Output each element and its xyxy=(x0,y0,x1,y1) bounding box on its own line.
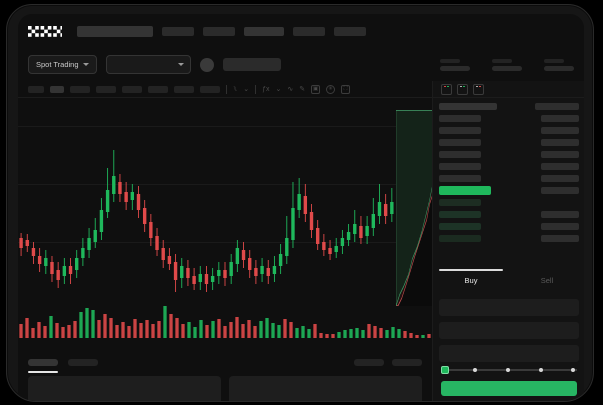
line-tool-icon[interactable]: ∿ xyxy=(287,85,294,93)
bottom-panel-right[interactable] xyxy=(229,376,422,401)
orderbook-bid-row[interactable] xyxy=(439,198,579,206)
top-navigation-bar xyxy=(18,14,584,48)
bottom-tabs xyxy=(18,351,432,373)
chevron-down-icon[interactable]: ⌄ xyxy=(243,85,250,93)
order-form xyxy=(433,293,584,368)
last-price-skeleton xyxy=(222,58,281,71)
settings-icon[interactable]: ✳ xyxy=(326,84,336,94)
orderbook-last-price xyxy=(439,185,579,195)
interval-2[interactable] xyxy=(50,85,64,93)
interval-1[interactable] xyxy=(28,85,44,93)
camera-icon[interactable]: ▣ xyxy=(311,84,321,94)
tab-open-orders[interactable] xyxy=(28,358,58,373)
slider-stop-25[interactable] xyxy=(473,368,477,372)
chart-gridline xyxy=(18,184,432,185)
bottom-panels xyxy=(18,376,432,401)
coin-avatar xyxy=(199,57,214,72)
tab-sell-label: Sell xyxy=(540,275,554,285)
tab-buy[interactable]: Buy xyxy=(433,269,509,291)
slider-handle[interactable] xyxy=(441,366,449,374)
amount-percent-slider[interactable] xyxy=(441,365,577,375)
app-screen: Spot Trading xyxy=(18,14,584,401)
orderbook-header xyxy=(433,81,584,98)
interval-6[interactable] xyxy=(148,85,168,93)
search-input[interactable] xyxy=(77,25,153,37)
chevron-down-icon xyxy=(82,63,89,66)
orderbook-ask-row[interactable] xyxy=(439,162,579,170)
chevron-down-icon xyxy=(177,63,184,66)
toolbar-divider xyxy=(255,84,257,94)
nav-item-2[interactable] xyxy=(203,26,235,36)
toolbar-divider xyxy=(226,84,227,94)
indicator-icon[interactable]: ƒx xyxy=(262,85,270,93)
slider-stop-50[interactable] xyxy=(506,368,510,372)
pencil-icon[interactable]: ✎ xyxy=(299,85,306,93)
orderbook-ask-row[interactable] xyxy=(439,174,579,182)
orderbook-rows[interactable] xyxy=(433,98,584,266)
slider-stop-75[interactable] xyxy=(539,368,543,372)
nav-item-4[interactable] xyxy=(293,26,325,36)
candlestick-series xyxy=(19,150,431,292)
active-tab-underline xyxy=(28,371,58,373)
slider-stop-100[interactable] xyxy=(571,368,575,372)
okx-logo[interactable] xyxy=(28,25,62,37)
tab-sell[interactable]: Sell xyxy=(509,269,584,291)
trade-sidebar: Buy Sell xyxy=(432,81,584,401)
submit-buy-button[interactable] xyxy=(441,381,577,396)
orderbook-ask-row[interactable] xyxy=(439,102,579,110)
orderbook-bid-row[interactable] xyxy=(439,222,579,230)
price-field[interactable] xyxy=(439,299,579,316)
interval-5[interactable] xyxy=(122,85,142,93)
chart-gridline xyxy=(18,242,432,243)
slider-track xyxy=(444,369,577,371)
ticker-stat-1 xyxy=(440,58,470,71)
tab-order-history[interactable] xyxy=(68,358,98,366)
spot-trading-dropdown[interactable]: Spot Trading xyxy=(28,55,97,74)
interval-4[interactable] xyxy=(96,85,116,93)
active-tab-indicator xyxy=(439,269,503,271)
bottom-action-2[interactable] xyxy=(392,358,422,366)
device-frame: Spot Trading xyxy=(6,4,594,402)
bottom-action-1[interactable] xyxy=(354,358,384,366)
chart-toolbar: ⑊ ⌄ ƒx ⌄ ∿ ✎ ▣ ✳ ⛶ xyxy=(18,81,584,98)
spot-trading-label: Spot Trading xyxy=(36,60,79,69)
interval-7[interactable] xyxy=(174,85,194,93)
amount-field[interactable] xyxy=(439,322,579,339)
orderbook-ask-row[interactable] xyxy=(439,138,579,146)
ticker-stat-3 xyxy=(544,58,574,71)
tab-buy-label: Buy xyxy=(464,275,478,285)
orderbook-sell-icon[interactable] xyxy=(473,83,484,95)
market-subheader: Spot Trading xyxy=(18,48,584,81)
bottom-panel-left[interactable] xyxy=(28,376,221,401)
chart-gridline xyxy=(18,126,432,127)
candlestick-icon[interactable]: ⑊ xyxy=(233,85,238,93)
price-chart[interactable] xyxy=(18,98,432,351)
chevron-down-icon[interactable]: ⌄ xyxy=(275,85,282,93)
orderbook-buy-icon[interactable] xyxy=(457,83,468,95)
orderbook-ask-row[interactable] xyxy=(439,114,579,122)
orderbook-bid-row[interactable] xyxy=(439,234,579,242)
orderbook-both-icon[interactable] xyxy=(441,83,452,95)
orderbook-ask-row[interactable] xyxy=(439,126,579,134)
orderbook-bid-row[interactable] xyxy=(439,210,579,218)
fullscreen-icon[interactable]: ⛶ xyxy=(341,84,351,94)
buy-sell-tabs: Buy Sell xyxy=(433,269,584,291)
trading-pair-select[interactable] xyxy=(105,55,191,74)
interval-8[interactable] xyxy=(200,85,220,93)
nav-item-1[interactable] xyxy=(162,26,194,36)
orderbook-ask-row[interactable] xyxy=(439,150,579,158)
volume-series xyxy=(19,306,431,338)
nav-item-5[interactable] xyxy=(334,26,366,36)
ticker-stat-2 xyxy=(492,58,522,71)
total-field[interactable] xyxy=(439,345,579,362)
nav-item-3[interactable] xyxy=(244,26,284,36)
interval-3[interactable] xyxy=(70,85,90,93)
